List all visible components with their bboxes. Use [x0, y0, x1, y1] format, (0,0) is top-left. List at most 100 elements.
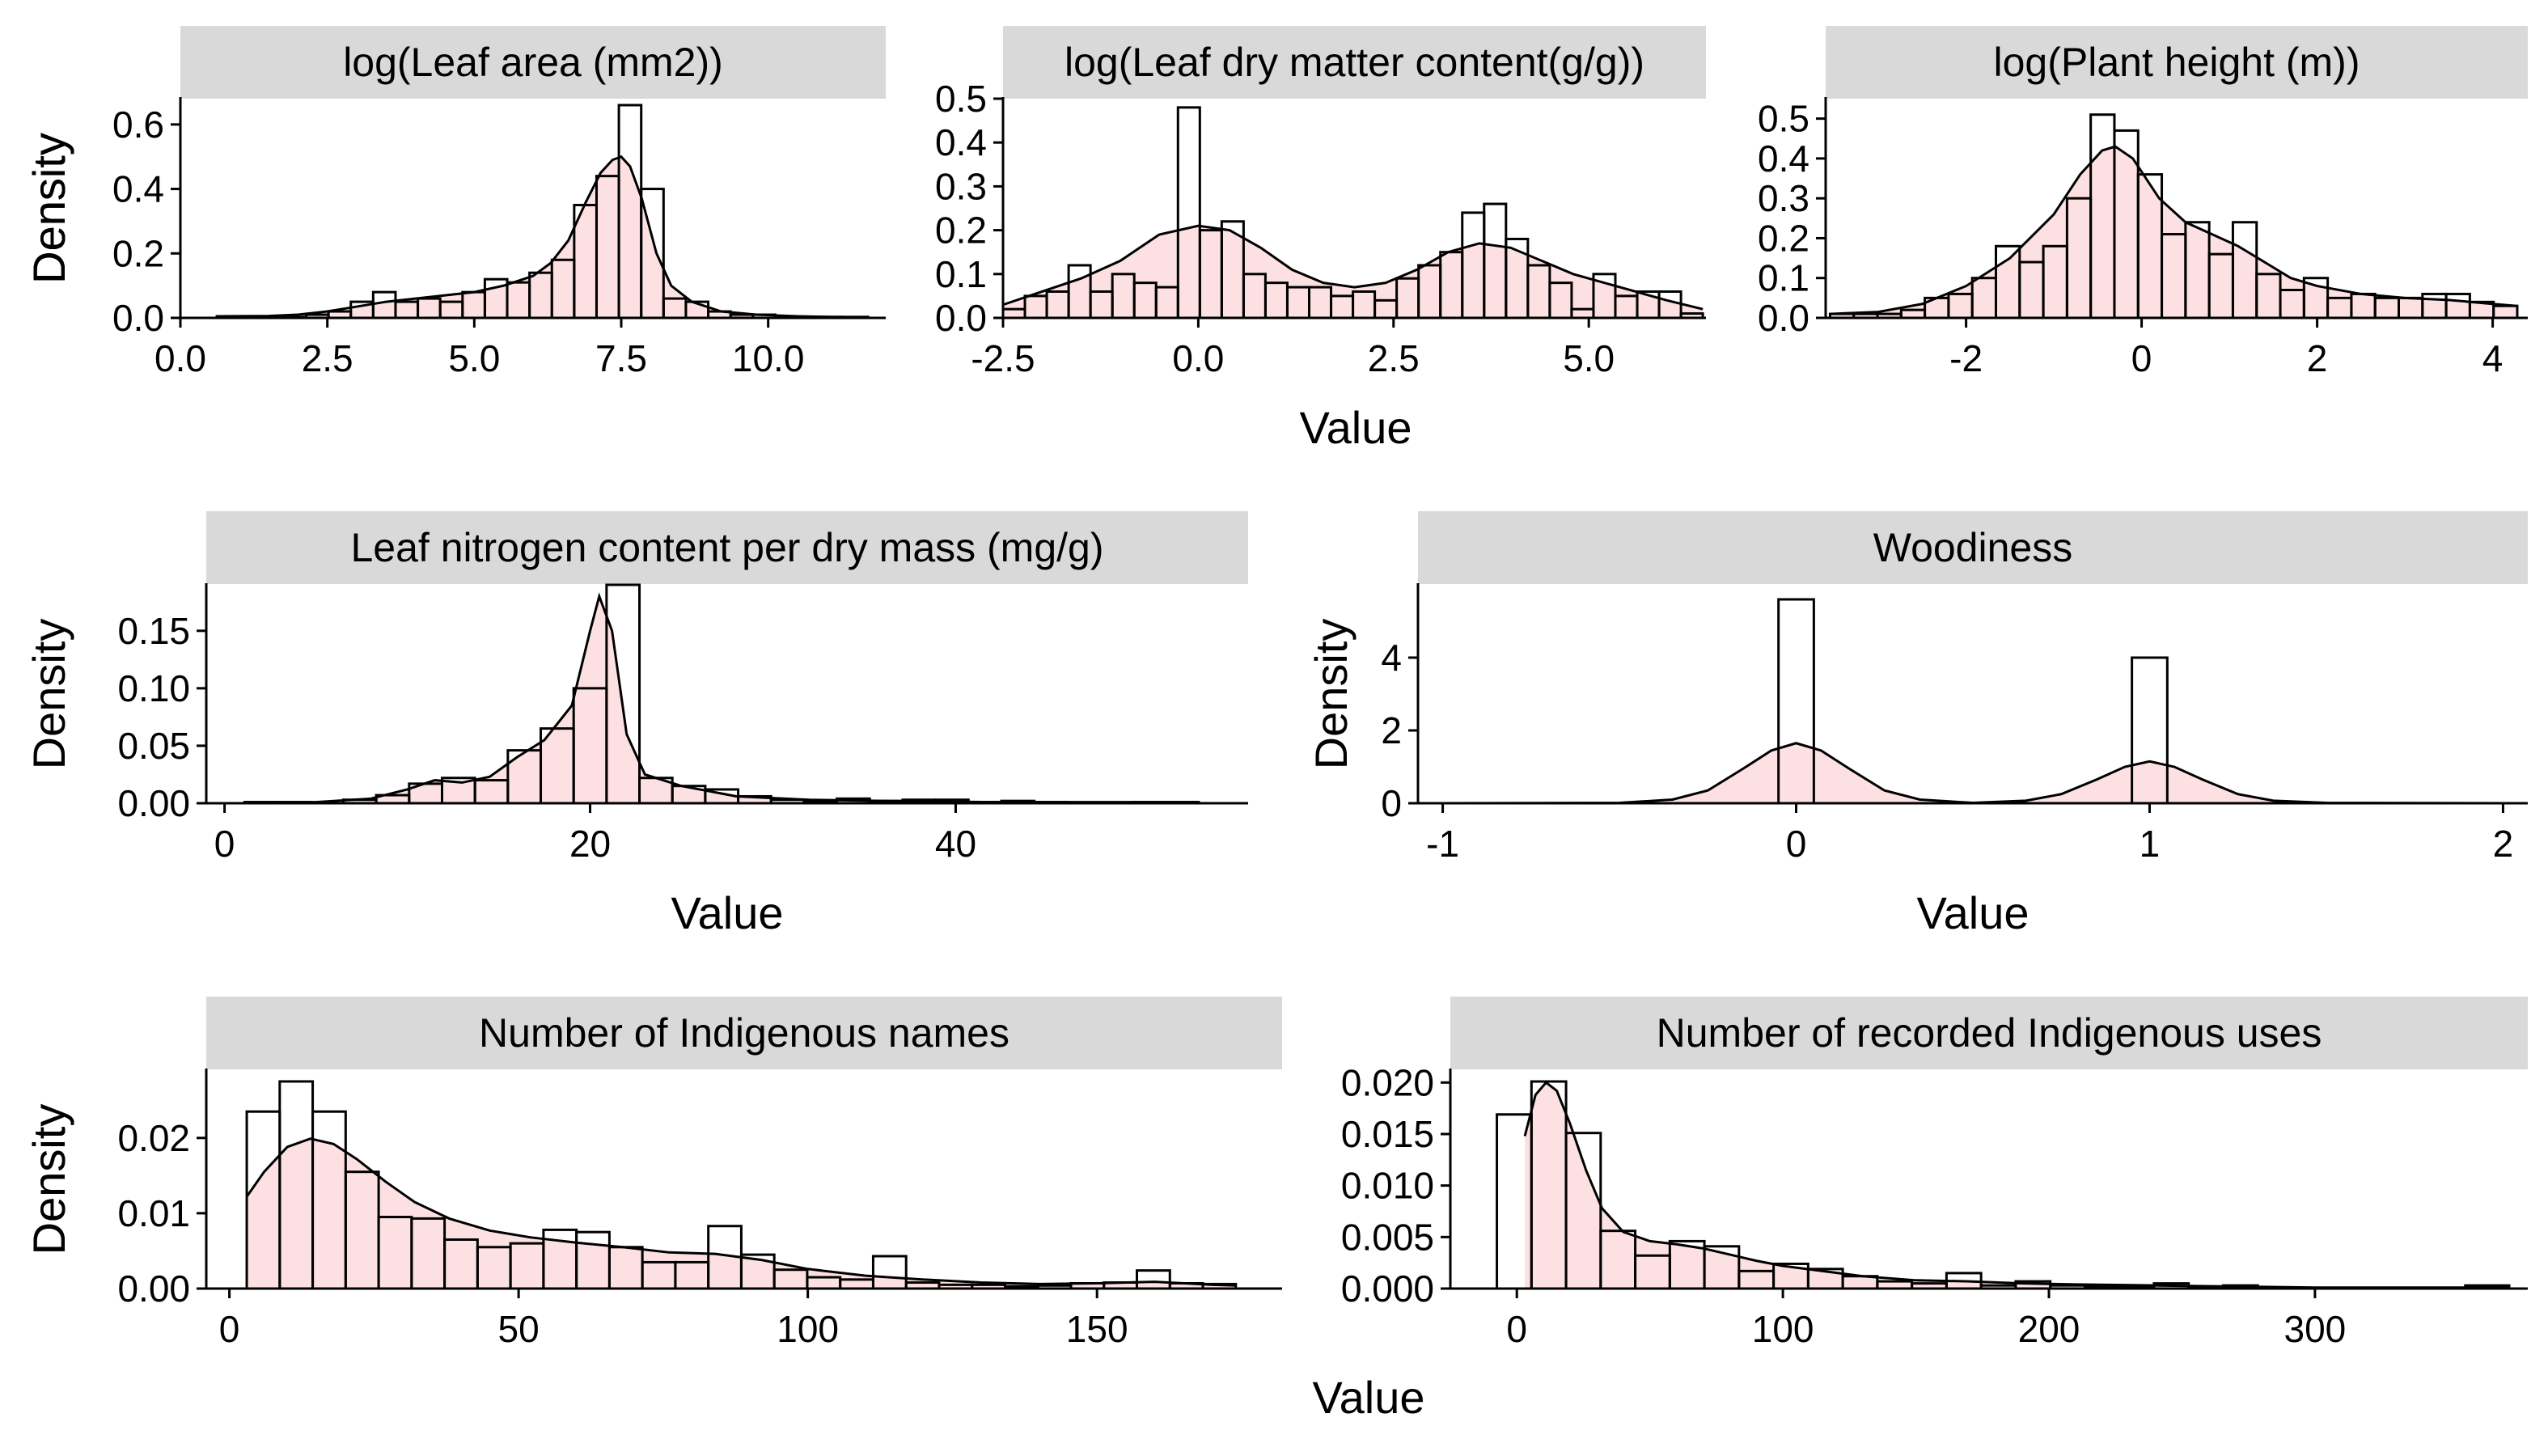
y-tick-label: 0.00 — [117, 1268, 190, 1310]
x-tick-label: 50 — [498, 1308, 540, 1350]
density-area — [1442, 743, 2504, 803]
y-tick-label: 0 — [1381, 782, 1402, 824]
x-tick-label: -1 — [1426, 823, 1459, 865]
x-tick-label: 20 — [569, 823, 611, 865]
y-tick-label: 0.4 — [112, 168, 164, 210]
y-tick-label: 0.00 — [117, 782, 190, 824]
y-axis-title: Density — [23, 133, 74, 284]
y-tick-label: 0.0 — [935, 297, 987, 339]
x-axis-title: Value — [1312, 1372, 1424, 1423]
density-curve — [217, 154, 869, 319]
x-tick-label: 300 — [2284, 1308, 2347, 1350]
y-tick-label: 0.05 — [117, 725, 190, 767]
x-tick-label: 0.0 — [1172, 337, 1224, 379]
density-curve — [244, 592, 1199, 804]
y-tick-label: 0.10 — [117, 667, 190, 709]
density-area — [1525, 1082, 2509, 1289]
y-axis-title: Density — [1306, 619, 1357, 770]
y-axis-title: Density — [23, 619, 74, 770]
x-tick-label: 5.0 — [448, 337, 500, 379]
panel-5: Woodiness -1 0 1 2 0 2 4 Density Value — [1306, 511, 2528, 938]
x-tick-label: 100 — [1752, 1308, 1814, 1350]
density-curve — [245, 1137, 1236, 1287]
x-tick-label: 7.5 — [595, 337, 647, 379]
x-tick-label: 2.5 — [1368, 337, 1420, 379]
facet-strip — [206, 511, 1248, 584]
y-tick-label: 0.015 — [1341, 1113, 1434, 1155]
y-tick-label: 0.2 — [112, 232, 164, 274]
x-tick-label: 1 — [2140, 823, 2161, 865]
x-tick-label: 0 — [1786, 823, 1807, 865]
x-tick-label: 150 — [1066, 1308, 1128, 1350]
x-axis-title: Value — [1916, 887, 2029, 938]
y-tick-label: 0.1 — [1758, 257, 1809, 299]
x-tick-label: 40 — [935, 823, 976, 865]
facet-title: log(Leaf dry matter content(g/g)) — [1064, 40, 1644, 85]
panel-4: Leaf nitrogen content per dry mass (mg/g… — [23, 511, 1248, 938]
x-tick-label: 200 — [2018, 1308, 2080, 1350]
y-tick-label: 0.0 — [112, 297, 164, 339]
density-curve — [1442, 742, 2504, 805]
x-tick-label: -2.5 — [971, 337, 1035, 379]
y-tick-label: 0.01 — [117, 1192, 190, 1234]
y-tick-label: 0.020 — [1341, 1061, 1434, 1103]
y-tick-label: 4 — [1381, 637, 1402, 679]
facet-strip — [1450, 997, 2528, 1069]
y-axis-title: Density — [23, 1104, 74, 1255]
x-tick-label: 2 — [2307, 337, 2328, 379]
facet-title: Number of Indigenous names — [479, 1010, 1009, 1056]
x-tick-label: 0 — [219, 1308, 240, 1350]
x-tick-label: 0 — [2131, 337, 2152, 379]
y-axis-title: Density — [23, 1104, 74, 1255]
y-tick-label: 0.15 — [117, 610, 190, 652]
panel-6: Number of Indigenous names 0 50 100 150 0.00 0… — [23, 997, 1282, 1350]
y-tick-label: 0.005 — [1341, 1216, 1434, 1258]
x-tick-label: 0 — [214, 823, 235, 865]
y-tick-label: 0.02 — [117, 1117, 190, 1159]
y-tick-label: 0.1 — [935, 253, 987, 295]
y-tick-label: 0.0 — [1758, 297, 1809, 339]
y-tick-label: 0.6 — [112, 104, 164, 146]
x-axis-title: Value — [1299, 402, 1412, 453]
y-tick-label: 0.010 — [1341, 1165, 1434, 1207]
density-area — [247, 1138, 1236, 1289]
y-tick-label: 2 — [1381, 709, 1402, 751]
y-tick-label: 0.2 — [1758, 217, 1809, 259]
facet-strip — [1826, 26, 2528, 99]
facet-title: log(Plant height (m)) — [1994, 40, 2360, 85]
y-tick-label: 0.4 — [935, 121, 987, 163]
x-tick-label: 0 — [1506, 1308, 1527, 1350]
x-tick-label: 10.0 — [732, 337, 805, 379]
panel-7: Number of recorded Indigenous uses 0 100 20… — [23, 997, 2528, 1350]
x-tick-label: 4 — [2482, 337, 2504, 379]
facet-title: Leaf nitrogen content per dry mass (mg/g… — [350, 525, 1103, 570]
y-tick-label: 0.5 — [1758, 98, 1809, 140]
y-tick-label: 0.2 — [935, 210, 987, 252]
facet-strip — [1003, 26, 1706, 99]
density-curve — [1002, 224, 1704, 311]
x-tick-label: 2.5 — [302, 337, 353, 379]
y-axis-title: Density — [23, 133, 74, 284]
y-tick-label: 0.5 — [935, 78, 987, 120]
density-curve — [1523, 1081, 2509, 1289]
y-tick-label: 0.3 — [935, 165, 987, 207]
density-area — [244, 596, 1199, 803]
x-tick-label: -2 — [1949, 337, 1983, 379]
panel-1: log(Leaf area (mm2)) 0.0 2.5 5.0 7.5 10.0 0.0 0… — [23, 26, 886, 379]
facet-title: Number of recorded Indigenous uses — [1657, 1010, 2322, 1056]
facet-strip — [180, 26, 886, 99]
panel-2: log(Leaf dry matter content(g/g))-2.5 0.0… — [23, 26, 1706, 379]
facet-strip — [206, 997, 1282, 1069]
x-tick-label: 0.0 — [154, 337, 206, 379]
density-area — [1830, 146, 2517, 318]
x-tick-label: 2 — [2493, 823, 2514, 865]
facet-strip — [1418, 511, 2528, 584]
panel-3: log(Plant height (m))-2 0 2 40.00.10.20.30.… — [23, 26, 2528, 379]
x-axis-title: Value — [671, 887, 783, 938]
facet-title: Woodiness — [1873, 525, 2072, 570]
facet-title: log(Leaf area (mm2)) — [343, 40, 723, 85]
y-tick-label: 0.000 — [1341, 1268, 1434, 1310]
x-tick-label: 5.0 — [1563, 337, 1615, 379]
density-area — [217, 156, 869, 318]
